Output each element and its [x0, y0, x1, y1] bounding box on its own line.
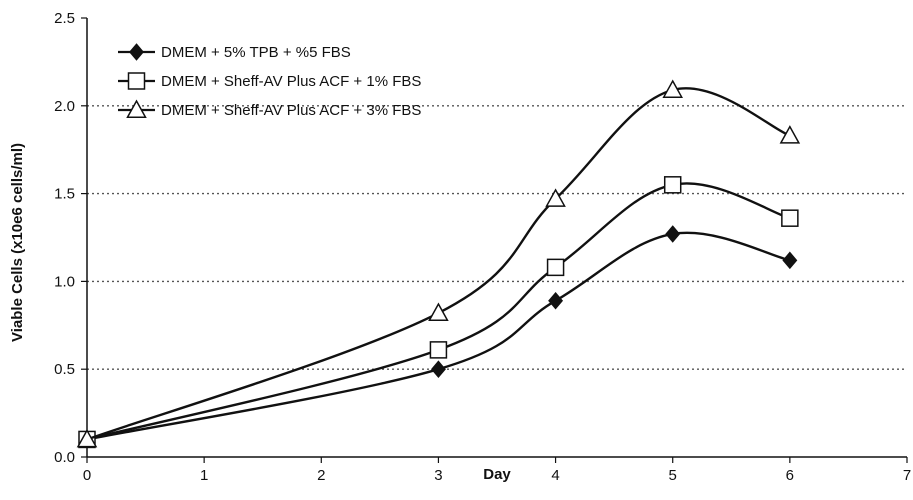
series-line-sheff-3fbs: [86, 87, 791, 441]
legend-label-sheff-1fbs: DMEM + Sheff-AV Plus ACF + 1% FBS: [161, 73, 421, 90]
data-point-sheff-1fbs: [546, 258, 565, 277]
x-tick-label: 3: [434, 467, 442, 484]
y-axis-ticks: 0.0 0.5 1.0 1.5 2.0 2.5: [54, 10, 87, 466]
y-tick-label: 1.5: [54, 186, 75, 203]
legend-label-sheff-3fbs: DMEM + Sheff-AV Plus ACF + 3% FBS: [161, 102, 421, 119]
series-line-sheff-1fbs: [86, 182, 791, 441]
x-tick-label: 0: [83, 467, 91, 484]
gridlines: [87, 105, 907, 370]
series-line-tpb-5fbs: [86, 231, 791, 441]
legend-marker-sheff-1fbs: [127, 72, 146, 90]
axes: [86, 18, 907, 458]
series-tpb-5fbs: [79, 225, 798, 449]
x-tick-label: 2: [317, 467, 325, 484]
x-tick-label: 5: [669, 467, 677, 484]
y-tick-label: 0.0: [54, 449, 75, 466]
legend-marker-sheff-3fbs: [126, 99, 147, 118]
data-point-sheff-3fbs: [545, 188, 566, 207]
x-axis-ticks: 0 1 2 3 4 5 6 7: [83, 457, 911, 484]
x-tick-label: 7: [903, 467, 911, 484]
data-point-sheff-3fbs: [779, 125, 801, 144]
data-point-sheff-1fbs: [663, 176, 682, 194]
data-point-tpb-5fbs: [548, 291, 564, 310]
data-point-tpb-5fbs: [782, 251, 798, 270]
y-tick-label: 0.5: [54, 361, 75, 378]
y-tick-label: 1.0: [54, 273, 75, 290]
data-point-tpb-5fbs: [665, 225, 681, 243]
data-point-sheff-3fbs: [662, 79, 683, 98]
data-point-tpb-5fbs: [430, 360, 446, 378]
legend-marker-tpb-5fbs: [129, 43, 144, 61]
data-point-sheff-1fbs: [429, 341, 448, 359]
legend-label-tpb-5fbs: DMEM + 5% TPB + %5 FBS: [161, 44, 351, 61]
data-point-sheff-1fbs: [781, 209, 799, 227]
y-tick-label: 2.5: [54, 10, 75, 27]
x-tick-label: 1: [200, 467, 208, 484]
y-axis-title: Viable Cells (x10e6 cells/ml): [9, 143, 26, 342]
x-tick-label: 4: [551, 467, 559, 484]
series-sheff-3fbs: [76, 79, 801, 448]
y-tick-label: 2.0: [54, 98, 75, 115]
data-point-sheff-3fbs: [76, 428, 98, 448]
legend: DMEM + 5% TPB + %5 FBS DMEM + Sheff-AV P…: [118, 43, 421, 119]
x-axis-title: Day: [483, 466, 511, 483]
series-group: [76, 79, 801, 449]
data-point-sheff-3fbs: [428, 302, 449, 321]
x-tick-label: 6: [786, 467, 794, 484]
